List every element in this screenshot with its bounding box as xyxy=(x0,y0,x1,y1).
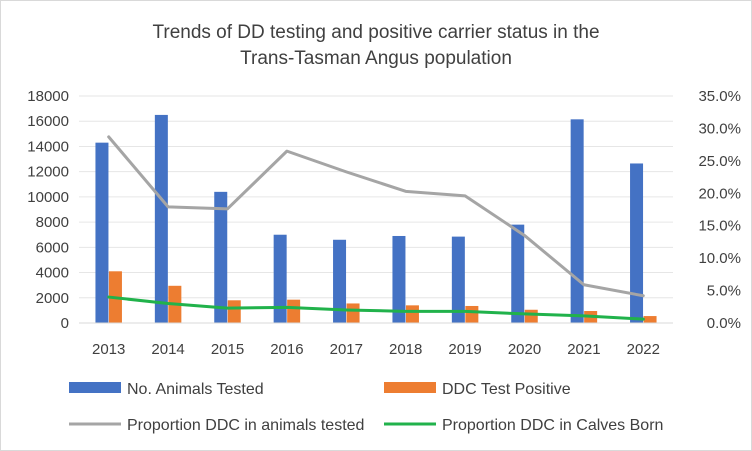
line-proportion-calves-born xyxy=(107,295,645,321)
y2-tick-label: 20.0% xyxy=(698,185,741,202)
y2-tick-label: 15.0% xyxy=(698,218,741,235)
bar-animals-tested xyxy=(333,239,347,323)
x-tick-label: 2020 xyxy=(508,341,541,358)
line-proportion-animals-tested xyxy=(107,135,645,298)
bar-animals-tested xyxy=(451,236,465,323)
x-tick-label: 2018 xyxy=(389,341,422,358)
y2-tick-label: 25.0% xyxy=(698,153,741,170)
bar-animals-tested xyxy=(95,142,109,323)
y-tick-label: 16000 xyxy=(27,113,69,130)
line-series xyxy=(107,135,645,321)
bar-animals-tested xyxy=(214,191,228,323)
bar-ddc-positive xyxy=(465,305,479,323)
y-tick-label: 10000 xyxy=(27,189,69,206)
bar-series xyxy=(95,114,657,324)
y-tick-label: 12000 xyxy=(27,164,69,181)
legend: No. Animals Tested DDC Test Positive Propo… xyxy=(69,381,663,434)
axes: 0 2000 4000 6000 8000 10000 12000 14000 16000 180… xyxy=(27,88,741,358)
y2-tick-label: 35.0% xyxy=(698,88,741,105)
x-tick-label: 2015 xyxy=(211,341,244,358)
bar-animals-tested xyxy=(392,235,406,323)
y2-tick-label: 10.0% xyxy=(698,250,741,267)
legend-label: DDC Test Positive xyxy=(442,381,571,398)
x-tick-label: 2019 xyxy=(448,341,481,358)
x-tick-label: 2017 xyxy=(330,341,363,358)
chart-title-line-2: Trans-Tasman Angus population xyxy=(240,48,512,69)
bar-animals-tested xyxy=(154,114,168,324)
y-tick-label: 0 xyxy=(61,315,69,332)
bar-ddc-positive xyxy=(405,305,419,323)
gridlines xyxy=(79,95,673,299)
bar-ddc-positive xyxy=(346,303,360,323)
x-tick-label: 2021 xyxy=(567,341,600,358)
bar-ddc-positive xyxy=(643,316,657,323)
y2-tick-label: 0.0% xyxy=(707,315,741,332)
legend-swatch xyxy=(384,382,436,393)
legend-label: Proportion DDC in Calves Born xyxy=(442,417,663,434)
y-tick-label: 4000 xyxy=(36,265,69,282)
x-tick-label: 2014 xyxy=(151,341,184,358)
y-tick-label: 18000 xyxy=(27,88,69,105)
chart-title-line-1: Trends of DD testing and positive carrie… xyxy=(152,22,599,43)
legend-label: No. Animals Tested xyxy=(127,381,264,398)
y-tick-label: 8000 xyxy=(36,214,69,231)
bar-animals-tested xyxy=(273,234,287,323)
y-tick-label: 6000 xyxy=(36,239,69,256)
y-tick-label: 2000 xyxy=(36,290,69,307)
bar-animals-tested xyxy=(570,119,584,323)
bar-ddc-positive xyxy=(287,299,301,323)
y2-tick-label: 5.0% xyxy=(707,283,741,300)
bar-animals-tested xyxy=(630,163,644,323)
bar-ddc-positive xyxy=(524,309,538,323)
x-tick-label: 2016 xyxy=(270,341,303,358)
bar-ddc-positive xyxy=(227,300,241,323)
legend-swatch xyxy=(69,382,121,393)
y2-tick-label: 30.0% xyxy=(698,120,741,137)
y-tick-label: 14000 xyxy=(27,138,69,155)
x-tick-label: 2022 xyxy=(627,341,660,358)
legend-label: Proportion DDC in animals tested xyxy=(127,417,364,434)
x-tick-label: 2013 xyxy=(92,341,125,358)
bar-animals-tested xyxy=(511,224,525,323)
